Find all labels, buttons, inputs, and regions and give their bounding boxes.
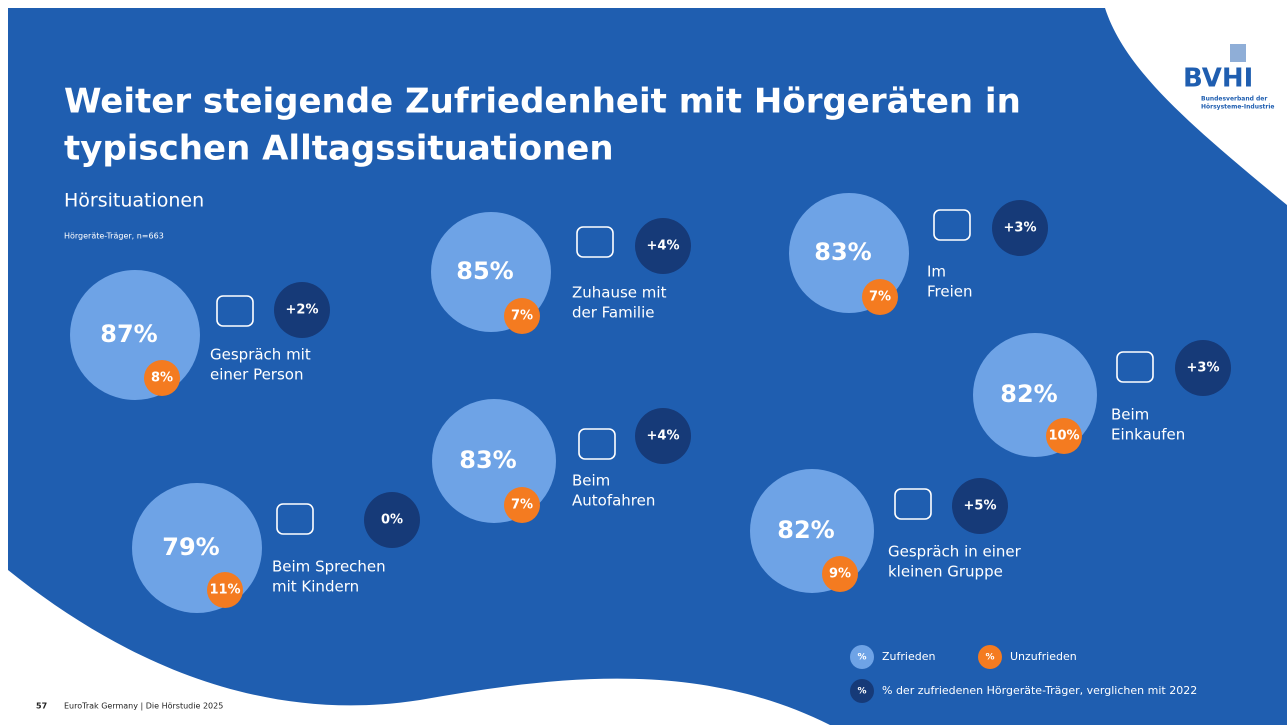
situation-label: Freien (927, 283, 973, 301)
change-label: +2% (286, 303, 319, 318)
logo-mark (1230, 44, 1246, 62)
change-circle (952, 478, 1008, 534)
legend-label: Zufrieden (882, 650, 935, 663)
legend-symbol: % (857, 687, 866, 697)
change-label: +3% (1187, 361, 1220, 376)
dissatisfied-label: 10% (1048, 429, 1079, 444)
change-circle (635, 408, 691, 464)
logo-name: BVHI (1183, 64, 1253, 94)
change-label: +4% (647, 239, 680, 254)
dissatisfied-circle (504, 487, 540, 523)
change-circle (1175, 340, 1231, 396)
icon (216, 295, 254, 327)
legend-label: Unzufrieden (1010, 650, 1077, 663)
dissatisfied-circle (1046, 418, 1082, 454)
satisfied-label: 82% (777, 516, 834, 544)
icon (578, 428, 616, 460)
icon (894, 488, 932, 520)
situation-label: Autofahren (572, 492, 655, 510)
legend-symbol: % (985, 653, 994, 663)
situation-label: Beim (572, 472, 610, 490)
situation-label: Zuhause mit (572, 284, 667, 302)
icon (933, 209, 971, 241)
satisfied-label: 79% (162, 533, 219, 561)
dissatisfied-circle (822, 556, 858, 592)
background-shape (8, 8, 1287, 725)
satisfied-label: 83% (814, 238, 871, 266)
dissatisfied-label: 9% (829, 567, 851, 582)
icon (576, 226, 614, 258)
situation-label: einer Person (210, 366, 303, 384)
situation-label: mit Kindern (272, 578, 359, 596)
dissatisfied-label: 11% (209, 583, 240, 598)
change-label: +4% (647, 429, 680, 444)
page-number: 57 (36, 702, 47, 711)
title-line: typischen Alltagssituationen (64, 129, 614, 169)
change-circle (635, 218, 691, 274)
change-circle (992, 200, 1048, 256)
subtitle: Hörsituationen (64, 190, 204, 212)
situation-label: kleinen Gruppe (888, 563, 1003, 581)
dissatisfied-label: 7% (869, 290, 891, 305)
legend-label: % der zufriedenen Hörgeräte-Träger, verg… (882, 684, 1197, 697)
title-line: Weiter steigende Zufriedenheit mit Hörge… (64, 82, 1021, 122)
icon (1116, 351, 1154, 383)
icon (276, 503, 314, 535)
dissatisfied-label: 7% (511, 498, 533, 513)
dissatisfied-circle (862, 279, 898, 315)
legend-swatch (978, 645, 1002, 669)
legend: % Zufrieden % Unzufrieden % % der zufrie… (850, 645, 1197, 703)
satisfied-label: 85% (456, 257, 513, 285)
satisfied-label: 87% (100, 320, 157, 348)
footer-source: EuroTrak Germany | Die Hörstudie 2025 (64, 702, 223, 711)
satisfied-label: 82% (1000, 380, 1057, 408)
logo-text: Bundesverband der (1201, 96, 1267, 103)
situation-label: Einkaufen (1111, 426, 1185, 444)
legend-swatch (850, 645, 874, 669)
legend-swatch (850, 679, 874, 703)
dissatisfied-circle (207, 572, 243, 608)
logo: BVHI Bundesverband der Hörsysteme-Indust… (1183, 44, 1275, 111)
satisfied-label: 83% (459, 446, 516, 474)
dissatisfied-label: 8% (151, 371, 173, 386)
situation-label: Gespräch in einer (888, 543, 1022, 561)
change-circle (274, 282, 330, 338)
situation-label: Im (927, 263, 946, 281)
note: Hörgeräte-Träger, n=663 (64, 232, 164, 241)
legend-symbol: % (857, 653, 866, 663)
change-circle (364, 492, 420, 548)
dissatisfied-circle (144, 360, 180, 396)
change-label: 0% (381, 513, 403, 528)
situation-label: Beim Sprechen (272, 558, 386, 576)
dissatisfied-label: 7% (511, 309, 533, 324)
change-label: +3% (1004, 221, 1037, 236)
situation-label: Beim (1111, 406, 1149, 424)
dissatisfied-circle (504, 298, 540, 334)
situation-label: Gespräch mit (210, 346, 311, 364)
change-label: +5% (964, 499, 997, 514)
logo-text: Hörsysteme-Industrie (1201, 104, 1275, 111)
situation-label: der Familie (572, 304, 654, 322)
